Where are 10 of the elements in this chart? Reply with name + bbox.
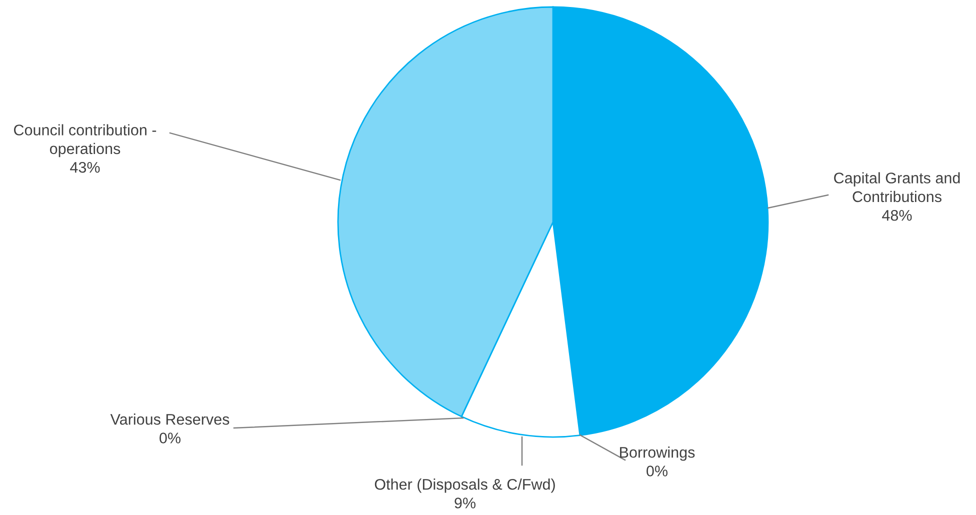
category-label: Various Reserves [110, 414, 230, 425]
data-label: 43% [70, 162, 100, 173]
slice-label: Other (Disposals & C/Fwd) [374, 478, 555, 493]
slice-label: Council contribution - operations [14, 124, 156, 158]
text: 0% [160, 432, 180, 444]
data-label: 9% [454, 498, 476, 508]
legend-label: Borrowings [620, 446, 695, 461]
slice-label: Capital Grants and Contributions [834, 172, 960, 202]
text: 0% [646, 466, 668, 476]
data-label: 48% [882, 210, 912, 221]
